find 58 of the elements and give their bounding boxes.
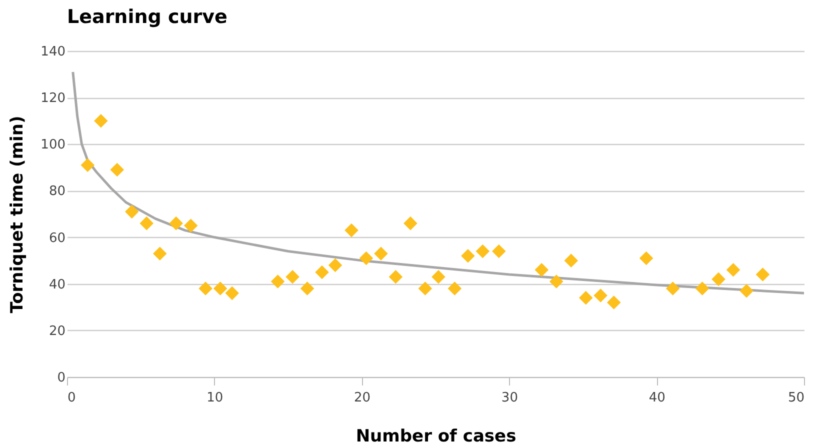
point [94,114,108,128]
x-tick-label: 50 [788,390,804,406]
chart-title: Learning curve [67,6,228,28]
y-tick-label: 120 [40,91,66,106]
y-tick-label: 140 [40,44,66,60]
y-tick-label: 100 [40,138,66,153]
y-axis-title: Torniquet time (min) [8,116,28,314]
point [169,216,183,230]
point [344,223,358,238]
point [432,270,446,284]
point [140,216,154,230]
y-tick-label: 20 [48,324,66,339]
point [152,246,167,260]
point [110,162,124,177]
point [225,286,239,300]
point [418,282,432,296]
point [80,158,95,172]
point [695,282,710,296]
point [756,268,770,282]
y-tick-label: 40 [48,277,66,292]
x-axis-title: Number of cases [356,426,516,446]
point [213,282,228,296]
point [740,284,754,298]
point [404,216,418,230]
x-tick-label: 10 [206,390,224,406]
point [606,296,621,310]
point [492,244,506,258]
point [564,254,578,268]
x-tick-label: 30 [501,390,518,406]
point [388,270,403,284]
point [639,251,654,266]
point [124,204,139,219]
point [476,244,490,258]
y-tick-label: 80 [48,184,66,200]
point [726,262,740,277]
point [578,290,593,305]
point [448,282,462,296]
point [534,262,549,277]
point [359,251,374,266]
x-tick-label: 40 [648,390,666,406]
point [315,265,329,280]
point [666,282,680,296]
x-tick-label: 20 [354,390,371,406]
x-tick-label: 0 [68,390,76,406]
point [328,258,342,272]
point [461,249,475,263]
point [712,272,726,286]
line-series [72,70,806,294]
point [594,288,608,302]
point [374,246,388,260]
y-tick-label: 0 [57,370,66,386]
point [286,270,300,284]
point [198,282,212,296]
y-tick-label: 60 [48,230,66,246]
point [184,218,198,233]
point [270,274,285,288]
point [300,282,314,296]
point [549,274,564,288]
